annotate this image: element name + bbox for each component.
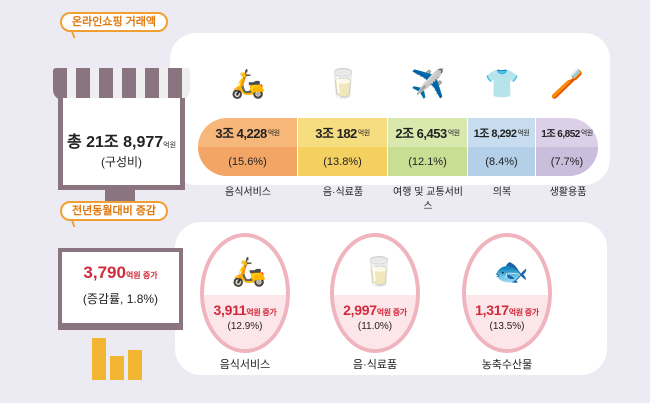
awning-icon: [53, 68, 190, 100]
delivery-scooter-icon: 🛵: [231, 255, 267, 287]
toothbrush-cup-icon: 🪥: [549, 67, 585, 99]
section-tag-yoy-change: 전년동월대비 증감: [60, 201, 169, 221]
calendar-airplane-icon: ✈️: [410, 67, 446, 99]
category-label: 음식서비스: [225, 187, 271, 198]
section-tag-online-shopping: 온라인쇼핑 거래액: [60, 12, 169, 32]
bar-segment-food-beverage: 3조 182 억원 (13.8%): [298, 118, 388, 176]
coin-chart-icon: [92, 338, 148, 380]
bar-segment-travel: 2조 6,453 억원 (12.1%): [388, 118, 468, 176]
bar-segment-clothing: 1조 8,292 억원 (8.4%): [468, 118, 536, 176]
category-label: 생활용품: [549, 187, 587, 198]
change-circle-food-service: 🛵 3,911억원 증가 (12.9%): [200, 233, 290, 353]
composition-bar: 3조 4,228 억원 (15.6%) 3조 182 억원 (13.8%) 2조 6,4…: [198, 118, 598, 176]
category-label: 여행 및 교통서비스: [393, 187, 463, 212]
change-circle-food-beverage: 🥛 2,997억원 증가 (11.0%): [330, 233, 420, 353]
bar-segment-food-service: 3조 4,228 억원 (15.6%): [198, 118, 298, 176]
fish-wheat-icon: 🐟: [493, 255, 529, 287]
delivery-scooter-icon: 🛵: [230, 67, 266, 99]
total-amount: 총 21조 8,977: [66, 134, 164, 151]
milk-bread-icon: 🥛: [361, 255, 397, 287]
total-increase-rate: (증감률, 1.8%): [82, 292, 159, 306]
total-increase-value: 3,790: [83, 263, 126, 282]
tshirt-icon: 👕: [484, 67, 520, 99]
category-label: 음·식료품: [322, 187, 364, 198]
change-label: 음·식료품: [352, 359, 398, 371]
total-increase-unit: 억원 증가: [125, 271, 158, 280]
change-label: 농축수산물: [481, 359, 533, 371]
bar-segment-household: 1조 6,852 억원 (7.7%): [536, 118, 598, 176]
change-circle-agri-fishery: 🐟 1,317억원 증가 (13.5%): [462, 233, 552, 353]
total-subtitle: (구성비): [100, 155, 143, 169]
total-unit: 억원: [163, 142, 177, 149]
milk-bread-icon: 🥛: [325, 67, 361, 99]
change-label: 음식서비스: [219, 359, 271, 371]
category-label: 의복: [492, 187, 512, 198]
